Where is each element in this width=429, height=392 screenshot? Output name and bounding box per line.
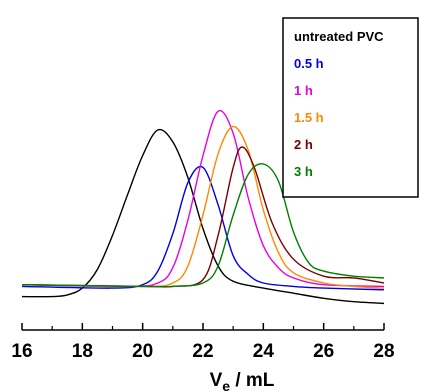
x-axis-title: Ve / mL <box>210 370 275 392</box>
series-line-4 <box>21 125 385 289</box>
legend-entry-2: 0.5 h <box>294 56 324 71</box>
legend-entry-4: 1.5 h <box>294 110 324 125</box>
legend-entry-5: 2 h <box>294 137 313 152</box>
x-tick-label-18: 18 <box>72 341 93 362</box>
legend: untreated PVC 0.5 h 1 h 1.5 h 2 h 3 h <box>282 17 419 198</box>
x-tick-label-22: 22 <box>192 341 213 362</box>
x-tick-label-24: 24 <box>253 341 275 362</box>
x-tick-label-26: 26 <box>313 341 334 362</box>
plot-lines <box>21 109 385 305</box>
x-axis-title-subscript: e <box>222 378 230 392</box>
legend-entry-3: 1 h <box>294 83 313 98</box>
x-tick-label-16: 16 <box>11 341 32 362</box>
legend-box <box>282 17 419 198</box>
legend-entry-6: 3 h <box>294 164 313 179</box>
x-axis-title-unit: / mL <box>230 370 275 391</box>
x-axis-title-main: V <box>210 370 223 391</box>
series-line-3 <box>21 109 385 288</box>
x-axis: 16 18 20 22 24 26 28 <box>11 323 395 362</box>
series-line-6 <box>21 163 385 288</box>
x-tick-label-28: 28 <box>373 341 394 362</box>
legend-entry-1: untreated PVC <box>294 29 384 44</box>
series-line-2 <box>21 165 385 291</box>
x-tick-label-20: 20 <box>132 341 153 362</box>
